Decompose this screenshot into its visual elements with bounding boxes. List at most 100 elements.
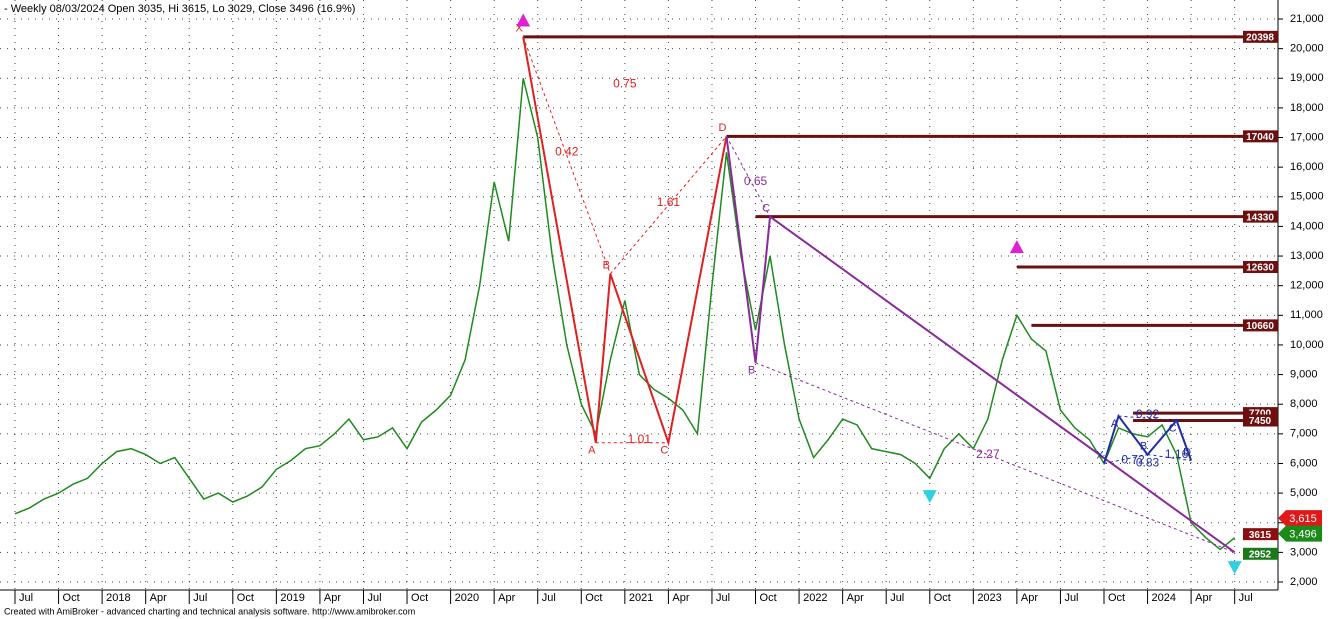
- pattern-point-label: B: [1140, 440, 1147, 452]
- x-tick-label: 2022: [803, 592, 827, 604]
- x-tick-label: Oct: [1108, 592, 1125, 604]
- ratio-label: 2.27: [976, 447, 1000, 461]
- y-tick-label: 15,000: [1290, 191, 1324, 203]
- pattern-point-label: X: [1096, 449, 1104, 461]
- level-label: 7450: [1249, 416, 1272, 427]
- level-label: 7700: [1249, 409, 1272, 420]
- level-label: 10660: [1246, 321, 1274, 332]
- x-tick-label: Jul: [367, 592, 381, 604]
- level-label: 14330: [1246, 212, 1274, 223]
- x-tick-label: Oct: [411, 592, 428, 604]
- x-tick-label: Apr: [1195, 592, 1212, 604]
- level-box: [1243, 319, 1278, 332]
- price-line: [14, 78, 1236, 551]
- level-label: 20398: [1246, 32, 1274, 43]
- x-tick-label: Apr: [847, 592, 864, 604]
- pattern-line: [522, 36, 728, 447]
- chart-title: - Weekly 08/03/2024 Open 3035, Hi 3615, …: [4, 3, 355, 15]
- x-tick-label: Apr: [498, 592, 515, 604]
- y-tick-label: 13,000: [1290, 250, 1324, 262]
- level-box: [1243, 130, 1278, 143]
- price-badge: [1278, 510, 1322, 527]
- y-tick-label: 14,000: [1290, 220, 1324, 232]
- level-box: [1243, 261, 1278, 274]
- y-tick-label: 12,000: [1290, 280, 1324, 292]
- x-tick-label: Oct: [934, 592, 951, 604]
- x-tick-label: 2024: [1152, 592, 1176, 604]
- x-tick-label: 2023: [977, 592, 1001, 604]
- pattern-line: [1103, 413, 1193, 464]
- ratio-label: 0.72: [1121, 453, 1145, 467]
- level-box: [1243, 210, 1278, 223]
- y-tick-label: 19,000: [1290, 72, 1324, 84]
- x-tick-label: Apr: [150, 592, 167, 604]
- y-tick-label: 21,000: [1290, 13, 1324, 25]
- signal-triangle: [1227, 561, 1242, 575]
- pattern-point-label: A: [588, 445, 596, 457]
- price-badge-label: 3,615: [1289, 513, 1317, 525]
- y-tick-label: 18,000: [1290, 102, 1324, 114]
- ratio-label: 1.16: [1165, 447, 1189, 461]
- price-badge-label: 3,496: [1289, 529, 1317, 541]
- pattern-point-label: D: [719, 122, 727, 134]
- x-tick-label: 2021: [629, 592, 653, 604]
- ratio-label: 0.75: [613, 76, 637, 90]
- pattern-point-label: B: [603, 260, 610, 272]
- y-tick-label: 20,000: [1290, 43, 1324, 55]
- price-badge: [1278, 525, 1322, 542]
- x-tick-label: Oct: [237, 592, 254, 604]
- y-tick-label: 10,000: [1290, 339, 1324, 351]
- pattern-point-label: C: [1169, 422, 1177, 434]
- y-tick-label: 16,000: [1290, 161, 1324, 173]
- x-tick-label: Oct: [63, 592, 80, 604]
- x-tick-label: Apr: [324, 592, 341, 604]
- signal-triangle: [1009, 240, 1024, 254]
- pattern-dash: [1147, 454, 1192, 462]
- pattern-point-label: A: [1111, 418, 1119, 430]
- x-tick-label: Jul: [1064, 592, 1078, 604]
- x-tick-label: Jul: [716, 592, 730, 604]
- ratio-label: 0.65: [744, 174, 768, 188]
- x-tick-label: 2018: [106, 592, 130, 604]
- ratio-label: 0.42: [555, 145, 579, 159]
- y-tick-label: 2,000: [1290, 576, 1318, 588]
- level-label: 12630: [1246, 263, 1274, 274]
- y-tick-label: 5,000: [1290, 487, 1318, 499]
- x-tick-label: 2019: [280, 592, 304, 604]
- level-box: [1243, 30, 1278, 43]
- ratio-label: 0.92: [1136, 407, 1160, 421]
- x-tick-label: Apr: [672, 592, 689, 604]
- y-tick-label: 7,000: [1290, 428, 1318, 440]
- pattern-dash: [755, 362, 1235, 553]
- pattern-point-label: B: [748, 365, 755, 377]
- x-tick-label: Jul: [890, 592, 904, 604]
- footer: Created with AmiBroker - advanced charti…: [4, 606, 415, 616]
- x-tick-label: Oct: [585, 592, 602, 604]
- y-tick-label: 9,000: [1290, 368, 1318, 380]
- x-tick-label: Jul: [1239, 592, 1253, 604]
- signal-triangle: [922, 490, 937, 504]
- ratio-label: 1.61: [657, 195, 681, 209]
- x-tick-label: Oct: [760, 592, 777, 604]
- y-tick-label: 17,000: [1290, 131, 1324, 143]
- level-label: 17040: [1246, 132, 1274, 143]
- ratio-label: 0.83: [1136, 456, 1160, 470]
- y-tick-label: 8,000: [1290, 398, 1318, 410]
- level-label: 2952: [1249, 549, 1272, 560]
- x-tick-label: Jul: [542, 592, 556, 604]
- x-tick-label: 2020: [455, 592, 479, 604]
- y-tick-label: 3,000: [1290, 546, 1318, 558]
- x-tick-label: Apr: [1021, 592, 1038, 604]
- pattern-point-label: D: [1183, 446, 1191, 458]
- pattern-point-label: X: [516, 23, 524, 35]
- y-tick-label: 11,000: [1290, 309, 1323, 321]
- level-label: 3615: [1249, 530, 1272, 541]
- level-box: [1243, 414, 1278, 427]
- x-tick-label: Jul: [19, 592, 33, 604]
- pattern-point-label: C: [762, 203, 770, 215]
- pattern-dash: [522, 36, 611, 275]
- pattern-dash: [1103, 454, 1148, 464]
- pattern-dash: [1118, 415, 1177, 422]
